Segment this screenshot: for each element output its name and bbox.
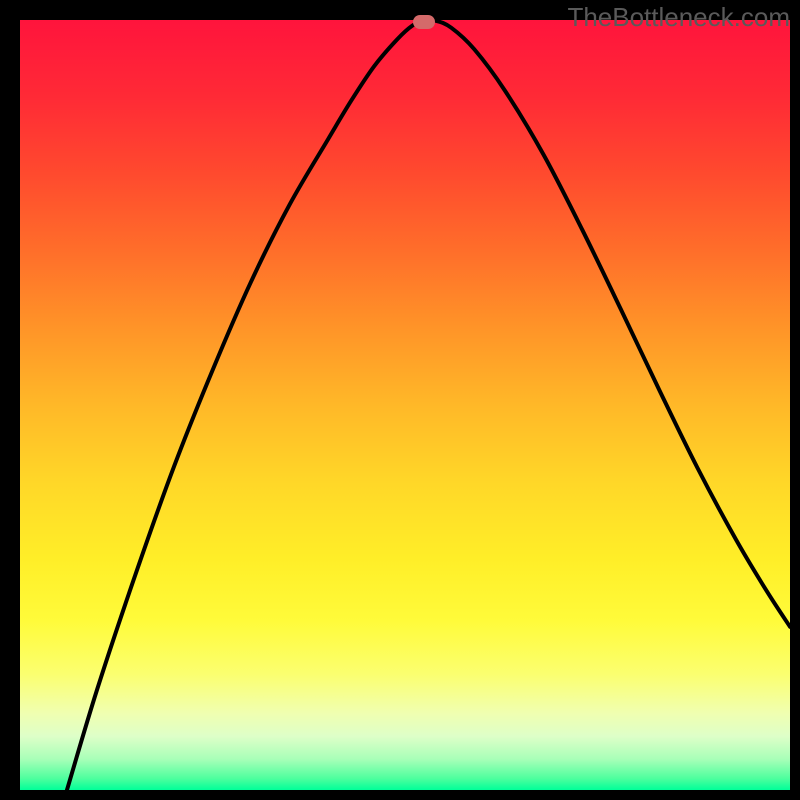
bottleneck-curve	[67, 20, 790, 790]
minimum-marker	[413, 15, 435, 29]
watermark-text: TheBottleneck.com	[567, 2, 790, 33]
plot-area	[20, 20, 790, 790]
curve-layer	[20, 20, 790, 790]
chart-container: TheBottleneck.com	[0, 0, 800, 800]
